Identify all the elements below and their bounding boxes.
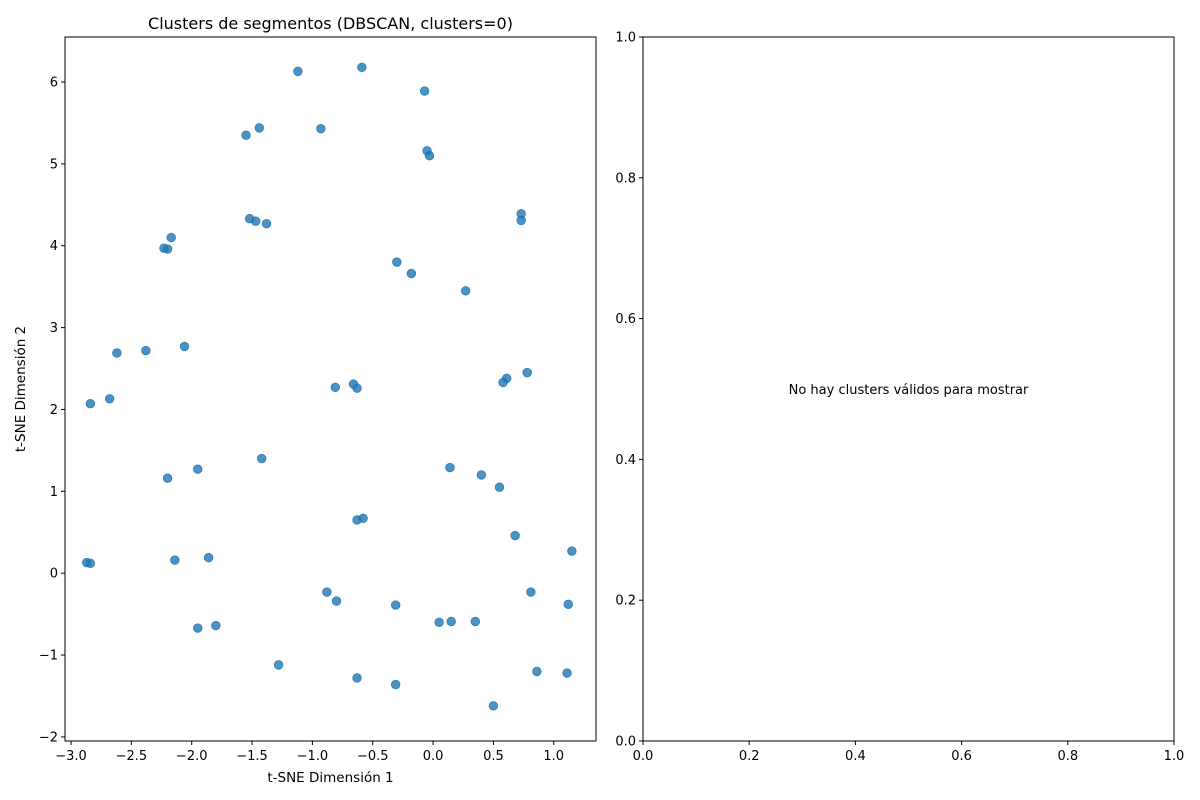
scatter-point	[241, 130, 251, 140]
empty-message: No hay clusters válidos para mostrar	[789, 383, 1029, 398]
scatter-point	[390, 679, 401, 690]
scatter-panel: Clusters de segmentos (DBSCAN, clusters=…	[13, 14, 597, 786]
scatter-point	[250, 216, 261, 226]
x-tick-label: −2.5	[116, 749, 148, 764]
scatter-point	[85, 558, 96, 569]
scatter-point	[445, 462, 455, 473]
x-tick-label: −0.5	[357, 749, 389, 764]
scatter-point	[460, 286, 471, 296]
scatter-point	[424, 150, 435, 161]
x-tick-label: 0.0	[633, 749, 654, 764]
chart-title: Clusters de segmentos (DBSCAN, clusters=…	[148, 14, 513, 33]
scatter-point	[522, 367, 532, 378]
scatter-point	[516, 215, 526, 226]
y-tick-label: −1	[39, 649, 58, 664]
scatter-point	[510, 530, 520, 541]
scatter-point	[476, 470, 487, 480]
x-tick-label: −2.0	[176, 749, 208, 764]
y-tick-label: 0.4	[615, 453, 636, 468]
y-tick-label: 2	[50, 403, 58, 418]
x-tick-label: −3.0	[55, 749, 87, 764]
x-tick-label: 0.5	[483, 749, 504, 764]
y-tick-label: 3	[50, 321, 58, 336]
y-tick-label: 0	[50, 567, 58, 582]
x-tick-label: 0.0	[423, 749, 444, 764]
x-tick-label: 0.2	[739, 749, 760, 764]
y-axis-label: t-SNE Dimensión 2	[13, 326, 29, 452]
y-tick-label: 1.0	[615, 31, 636, 46]
scatter-point	[494, 482, 505, 492]
scatter-point	[357, 62, 367, 72]
scatter-point	[358, 513, 368, 524]
x-axis-label: t-SNE Dimensión 1	[267, 770, 393, 786]
x-tick-label: −1.5	[236, 749, 268, 764]
y-tick-label: 6	[50, 76, 58, 91]
scatter-point	[162, 473, 173, 483]
data-points	[82, 62, 577, 711]
scatter-point	[273, 660, 284, 670]
scatter-point	[392, 257, 402, 267]
scatter-point	[257, 453, 267, 464]
y-tick-label: 1	[50, 485, 58, 500]
x-axis-ticks-right: 0.0 0.2 0.4 0.6 0.8 1.0	[633, 741, 1185, 764]
scatter-point	[434, 617, 444, 628]
scatter-point	[211, 620, 221, 631]
plot-frame	[64, 36, 597, 742]
scatter-point	[193, 464, 203, 474]
scatter-point	[352, 673, 362, 683]
x-tick-label: 0.6	[951, 749, 972, 764]
scatter-point	[261, 218, 272, 229]
scatter-point	[330, 382, 341, 393]
x-axis-ticks: −3.0 −2.5 −2.0 −1.5 −1.0 −0.5 0.0 0.5 1.0	[55, 741, 564, 764]
scatter-point	[141, 345, 151, 356]
scatter-point	[446, 616, 456, 627]
scatter-point	[85, 399, 96, 409]
scatter-point	[470, 616, 481, 627]
empty-panel: 0.0 0.2 0.4 0.6 0.8 1.0 0.0 0.2 0.4 0.6 0.8 1.0 No…	[615, 31, 1184, 765]
y-tick-label: 0.0	[615, 735, 636, 750]
scatter-point	[193, 623, 203, 633]
scatter-point	[532, 666, 542, 677]
scatter-point	[562, 668, 572, 678]
y-axis-ticks: −2 −1 0 1 2 3 4 5 6	[39, 76, 65, 745]
scatter-point	[104, 394, 115, 404]
scatter-point	[406, 268, 417, 279]
scatter-point	[322, 587, 332, 597]
scatter-point	[179, 341, 190, 352]
scatter-point	[567, 546, 577, 556]
y-tick-label: −2	[39, 730, 58, 745]
scatter-point	[254, 123, 264, 133]
scatter-point	[390, 600, 401, 610]
scatter-point	[293, 66, 303, 77]
x-tick-label: 1.0	[1164, 749, 1185, 764]
scatter-point	[352, 383, 362, 393]
scatter-point	[526, 587, 536, 597]
y-tick-label: 5	[50, 157, 58, 172]
scatter-point	[316, 123, 326, 134]
scatter-point	[419, 86, 430, 96]
scatter-point	[170, 555, 180, 565]
y-tick-label: 0.2	[615, 594, 636, 609]
plot-frame-right	[642, 36, 1175, 742]
y-tick-label: 4	[50, 239, 58, 254]
y-tick-label: 0.8	[615, 171, 636, 186]
scatter-point	[498, 377, 508, 388]
scatter-point	[563, 599, 573, 609]
scatter-point	[203, 552, 214, 563]
y-tick-label: 0.6	[615, 312, 636, 327]
scatter-point	[488, 701, 499, 711]
y-axis-ticks-right: 0.0 0.2 0.4 0.6 0.8 1.0	[615, 31, 643, 750]
x-tick-label: 1.0	[543, 749, 564, 764]
x-tick-label: 0.8	[1057, 749, 1078, 764]
scatter-point	[112, 348, 122, 358]
x-tick-label: −1.0	[297, 749, 329, 764]
scatter-point	[331, 596, 342, 606]
x-tick-label: 0.4	[845, 749, 866, 764]
scatter-point	[166, 232, 176, 243]
scatter-point	[162, 244, 173, 254]
